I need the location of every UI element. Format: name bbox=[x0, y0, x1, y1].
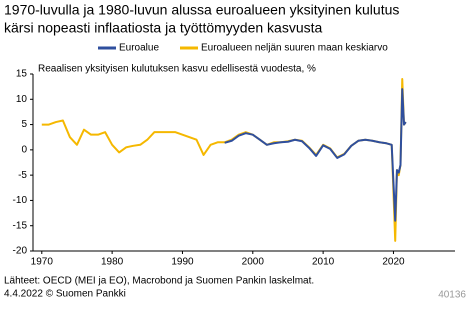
y-axis-label: Reaalisen yksityisen kulutuksen kasvu ed… bbox=[38, 64, 316, 75]
x-tick-label: 1980 bbox=[101, 257, 124, 268]
chart-title: kärsi nopeasti inflaatiosta ja työttömyy… bbox=[4, 20, 322, 36]
x-tick-label: 2000 bbox=[242, 257, 265, 268]
y-tick-label: 15 bbox=[16, 69, 28, 80]
source: Lähteet: OECD (MEI ja EO), Macrobond ja … bbox=[4, 276, 314, 287]
legend-label: Euroalueen neljän suuren maan keskiarvo bbox=[201, 43, 388, 54]
y-tick-label: -5 bbox=[18, 170, 27, 181]
x-tick-label: 2020 bbox=[382, 257, 405, 268]
x-tick-label: 1970 bbox=[31, 257, 54, 268]
series-line bbox=[41, 78, 407, 242]
source: 4.4.2022 © Suomen Pankki bbox=[4, 289, 126, 300]
y-tick-label: 0 bbox=[21, 144, 27, 155]
y-tick-label: 10 bbox=[16, 94, 28, 105]
legend-label: Euroalue bbox=[119, 43, 159, 54]
series-line bbox=[224, 88, 407, 222]
chart-id: 40136 bbox=[438, 290, 466, 301]
x-tick-label: 1990 bbox=[171, 257, 194, 268]
y-tick-label: -15 bbox=[13, 220, 28, 231]
y-tick-label: -10 bbox=[13, 195, 28, 206]
x-tick-label: 2010 bbox=[312, 257, 335, 268]
chart-title: 1970-luvulla ja 1980-luvun alussa euroal… bbox=[4, 2, 399, 18]
y-tick-label: -20 bbox=[13, 246, 28, 257]
y-tick-label: 5 bbox=[21, 119, 27, 130]
